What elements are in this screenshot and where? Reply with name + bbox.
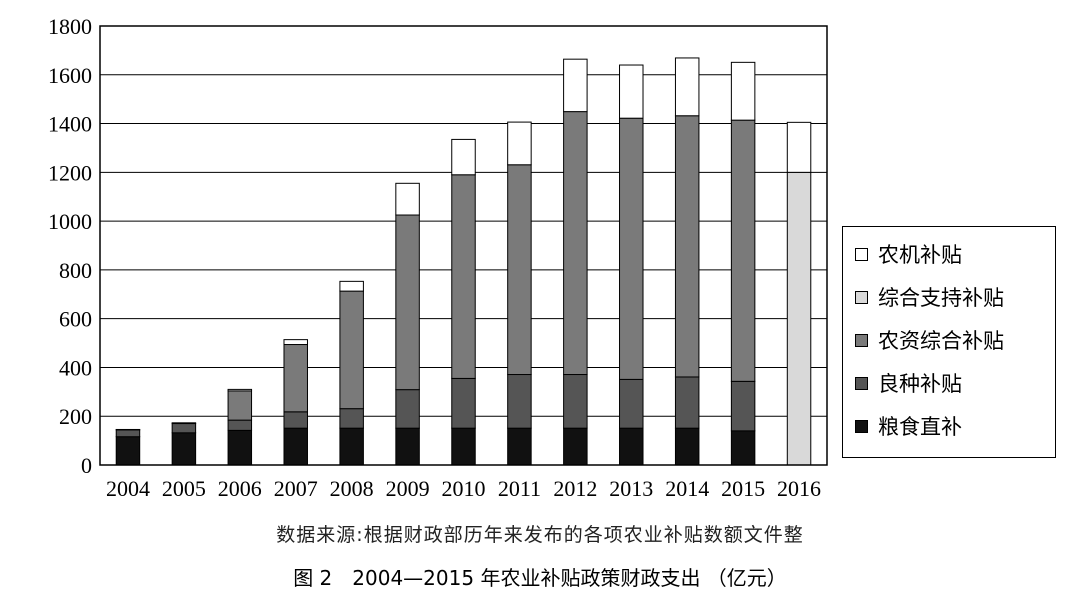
bars [115, 57, 812, 466]
bar-segment-2012-s0 [563, 427, 588, 466]
bar-segment-2006-s1 [227, 419, 253, 431]
bar-segment-2007-s1 [283, 411, 308, 429]
legend-label: 综合支持补贴 [878, 286, 1004, 310]
legend-swatch-comprehensive-support [855, 290, 868, 304]
bar-segment-2014-s1 [674, 376, 700, 429]
bar-segment-2009-s0 [395, 427, 420, 466]
bar-segment-2009-s1 [395, 389, 420, 429]
bar-segment-2007-s0 [283, 427, 308, 466]
bar-segment-2012-s1 [563, 374, 588, 429]
y-tick-label: 1800 [48, 14, 92, 39]
y-tick-label: 400 [59, 355, 92, 380]
x-tick-label: 2010 [442, 476, 486, 501]
bar-segment-2011-s4 [507, 121, 532, 166]
legend-label: 农资综合补贴 [878, 329, 1004, 353]
bar-segment-2013-s1 [619, 378, 644, 429]
legend-item-comprehensive-support: 综合支持补贴 [855, 282, 1004, 312]
x-axis-ticks: 2004 2005 2006 2007 2008 2009 2010 2011 2012 2013… [106, 476, 821, 501]
y-tick-label: 1400 [48, 112, 92, 137]
y-tick-label: 1000 [48, 209, 92, 234]
bar-segment-2009-s4 [395, 182, 420, 216]
y-tick-label: 200 [59, 404, 92, 429]
bar-segment-2007-s4 [283, 339, 308, 346]
bar-segment-2013-s4 [619, 64, 644, 119]
legend-swatch-grain-subsidy [855, 419, 868, 433]
x-tick-label: 2011 [498, 476, 541, 501]
bar-segment-2015-s4 [730, 61, 756, 121]
legend-item-grain-subsidy: 粮食直补 [855, 411, 962, 441]
y-axis-ticks: 0 200 400 600 800 1000 1200 1400 1600 1800 [48, 14, 92, 478]
x-tick-label: 2007 [274, 476, 318, 501]
x-tick-label: 2015 [721, 476, 765, 501]
x-tick-label: 2004 [106, 476, 150, 501]
plot-border [99, 25, 828, 466]
x-tick-label: 2008 [330, 476, 374, 501]
bar-segment-2011-s1 [507, 374, 532, 429]
bar-segment-2016-s3 [786, 171, 812, 466]
bar-segment-2014-s0 [674, 427, 700, 466]
legend-item-farm-machinery: 农机补贴 [855, 239, 962, 269]
legend-label: 农机补贴 [878, 243, 962, 267]
bar-segment-2005-s0 [171, 432, 197, 466]
bar-segment-2010-s1 [451, 377, 476, 429]
y-tick-label: 0 [81, 453, 92, 478]
legend-swatch-seed-subsidy [855, 376, 868, 390]
bar-segment-2016-s4 [786, 121, 812, 173]
y-tick-label: 800 [59, 258, 92, 283]
legend-item-input-subsidy: 农资综合补贴 [855, 325, 1004, 355]
bar-segment-2013-s0 [619, 427, 644, 466]
bar-segment-2004-s1 [115, 429, 141, 438]
bar-segment-2008-s1 [339, 408, 364, 429]
bar-segment-2012-s2 [563, 111, 588, 376]
y-tick-label: 600 [59, 307, 92, 332]
bar-segment-2011-s0 [507, 427, 532, 466]
bar-segment-2005-s4 [171, 422, 197, 425]
y-tick-label: 1600 [48, 63, 92, 88]
legend-swatch-farm-machinery [855, 247, 868, 261]
bar-segment-2012-s4 [563, 58, 588, 113]
bar-segment-2009-s2 [395, 214, 420, 391]
bar-segment-2015-s2 [730, 119, 756, 382]
bar-segment-2007-s2 [283, 344, 308, 413]
legend-label: 粮食直补 [878, 415, 962, 439]
bar-segment-2004-s0 [115, 436, 141, 466]
bar-segment-2014-s2 [674, 115, 700, 378]
bar-segment-2004-s4 [115, 428, 141, 431]
x-tick-label: 2014 [665, 476, 709, 501]
x-tick-label: 2006 [218, 476, 262, 501]
bar-segment-2014-s4 [674, 57, 700, 117]
legend-item-seed-subsidy: 良种补贴 [855, 368, 962, 398]
bar-segment-2010-s2 [451, 174, 476, 379]
bar-segment-2006-s2 [227, 390, 253, 421]
x-tick-label: 2013 [609, 476, 653, 501]
bar-segment-2010-s0 [451, 427, 476, 466]
bar-segment-2013-s2 [619, 117, 644, 380]
bar-segment-2008-s4 [339, 280, 364, 292]
legend: 农机补贴 综合支持补贴 农资综合补贴 良种补贴 粮食直补 [842, 226, 1056, 458]
bar-segment-2015-s1 [730, 380, 756, 432]
bar-segment-2008-s0 [339, 427, 364, 466]
y-tick-label: 1200 [48, 160, 92, 185]
legend-swatch-input-subsidy [855, 333, 868, 347]
x-tick-label: 2016 [777, 476, 821, 501]
bar-segment-2006-s4 [227, 388, 253, 392]
bar-segment-2006-s0 [227, 429, 253, 466]
source-note: 数据来源:根据财政部历年来发布的各项农业补贴数额文件整 [276, 524, 804, 546]
legend-label: 良种补贴 [878, 372, 962, 396]
bar-segment-2011-s2 [507, 164, 532, 376]
bar-segment-2005-s1 [171, 423, 197, 434]
x-tick-label: 2009 [386, 476, 430, 501]
bar-segment-2008-s2 [339, 290, 364, 410]
x-tick-label: 2005 [162, 476, 206, 501]
figure-caption: 图 2 2004—2015 年农业补贴政策财政支出 （亿元） [293, 566, 787, 590]
bar-segment-2015-s0 [730, 430, 756, 466]
bar-segment-2010-s4 [451, 138, 476, 176]
x-tick-label: 2012 [553, 476, 597, 501]
